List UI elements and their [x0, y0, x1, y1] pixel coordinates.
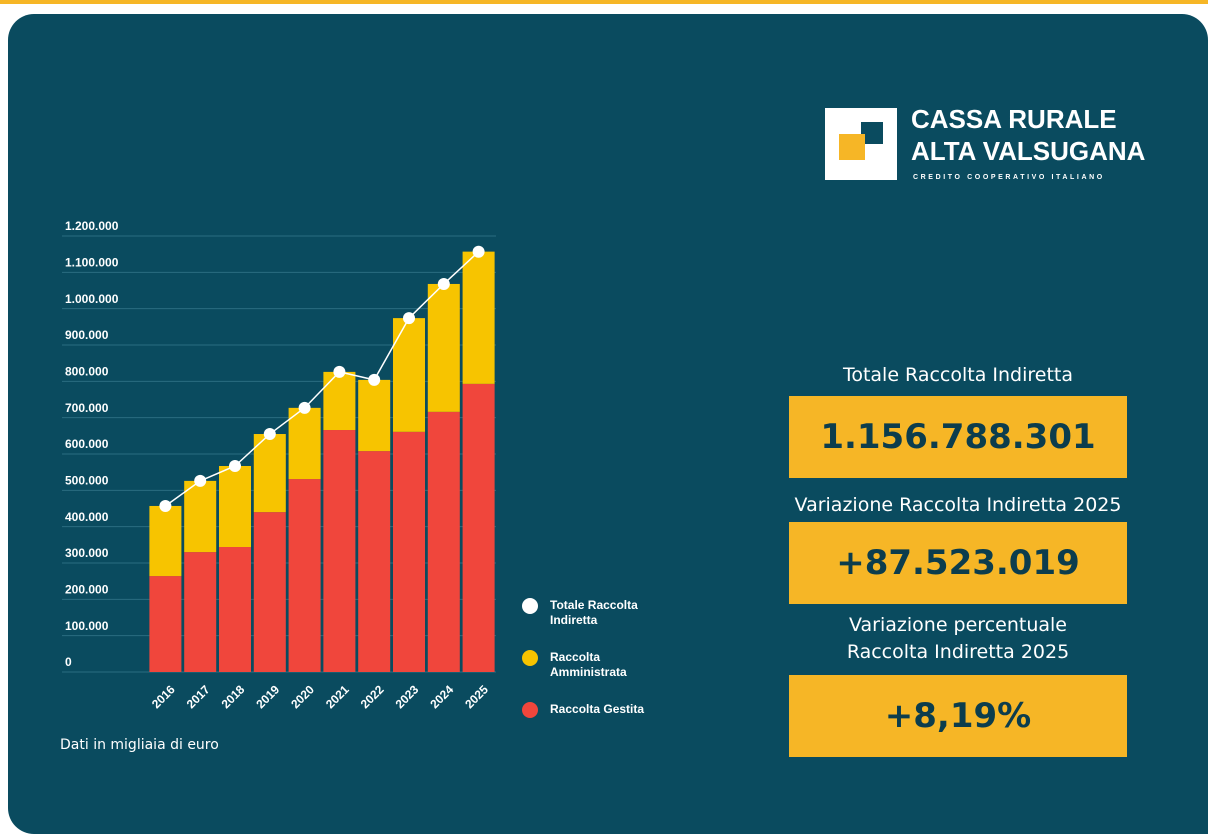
- bar: [358, 451, 391, 672]
- bar: [323, 371, 356, 431]
- kpi-value: +8,19%: [789, 675, 1127, 757]
- kpi-value: +87.523.019: [789, 522, 1127, 604]
- y-tick-label: 900.000: [65, 328, 109, 342]
- y-tick-label: 200.000: [65, 583, 109, 597]
- kpi-label: Variazione Raccolta Indiretta 2025: [794, 494, 1122, 516]
- line-point: [333, 365, 346, 378]
- x-tick-label: 2020: [288, 682, 317, 711]
- y-tick-label: 1.000.000: [65, 292, 119, 306]
- bar: [462, 383, 495, 672]
- bar: [288, 479, 321, 672]
- bar: [288, 407, 321, 480]
- line-point: [229, 459, 241, 472]
- logo-line: ALTA VALSUGANA: [911, 136, 1146, 166]
- logo-tagline: CREDITO COOPERATIVO ITALIANO: [913, 174, 1105, 181]
- y-tick-label: 400.000: [65, 510, 109, 524]
- line-point: [437, 277, 450, 290]
- logo-icon: [825, 108, 897, 180]
- bar: [358, 379, 391, 452]
- kpi-label: Variazione percentuale Raccolta Indirett…: [846, 614, 1070, 663]
- chart-note: Dati in migliaia di euro: [60, 737, 219, 753]
- y-tick-label: 1.100.000: [65, 256, 119, 270]
- y-tick-label: 0: [65, 655, 72, 669]
- x-tick-label: 2022: [358, 682, 387, 711]
- y-tick-label: 500.000: [65, 474, 109, 488]
- top-strip: [0, 0, 1208, 4]
- kpi-label: Totale Raccolta Indiretta: [842, 364, 1074, 386]
- line-point: [263, 428, 276, 441]
- legend-swatch: [522, 650, 538, 666]
- bar: [253, 512, 286, 672]
- y-tick-label: 300.000: [65, 546, 109, 560]
- bar: [184, 480, 217, 553]
- x-tick-label: 2025: [462, 682, 491, 711]
- bar: [427, 283, 460, 412]
- legend-swatch: [522, 702, 538, 718]
- x-tick-label: 2017: [184, 682, 213, 711]
- bar: [218, 547, 252, 672]
- logo-line: CASSA RURALE: [911, 104, 1117, 134]
- line-point: [403, 312, 415, 325]
- line-point: [472, 245, 485, 258]
- bar: [462, 251, 495, 384]
- legend-label: Raccolta Amministrata: [550, 650, 627, 679]
- bar: [392, 318, 426, 432]
- x-tick-label: 2021: [323, 682, 352, 711]
- x-tick-label: 2018: [219, 682, 248, 711]
- bar: [149, 576, 182, 672]
- x-tick-label: 2023: [393, 682, 422, 711]
- line-point: [159, 499, 172, 512]
- line-point: [298, 401, 311, 414]
- x-tick-label: 2024: [427, 682, 456, 711]
- y-tick-label: 600.000: [65, 437, 109, 451]
- y-tick-label: 100.000: [65, 619, 109, 633]
- bar: [149, 505, 182, 577]
- bar: [323, 430, 356, 672]
- y-tick-label: 1.200.000: [65, 219, 119, 233]
- bar: [253, 434, 286, 513]
- legend-swatch: [522, 598, 538, 614]
- legend-label: Totale Raccolta Indiretta: [550, 598, 638, 627]
- bar: [392, 431, 426, 672]
- line-point: [194, 474, 207, 487]
- y-tick-label: 700.000: [65, 401, 109, 415]
- bar: [184, 552, 217, 672]
- kpi-value: 1.156.788.301: [789, 396, 1127, 478]
- legend-label: Raccolta Gestita: [550, 702, 645, 716]
- line: [164, 251, 480, 507]
- bar: [427, 411, 460, 672]
- bar: [218, 465, 252, 548]
- x-tick-label: 2016: [149, 682, 178, 711]
- line-point: [368, 373, 381, 386]
- x-tick-label: 2019: [253, 682, 282, 711]
- y-tick-label: 800.000: [65, 365, 109, 379]
